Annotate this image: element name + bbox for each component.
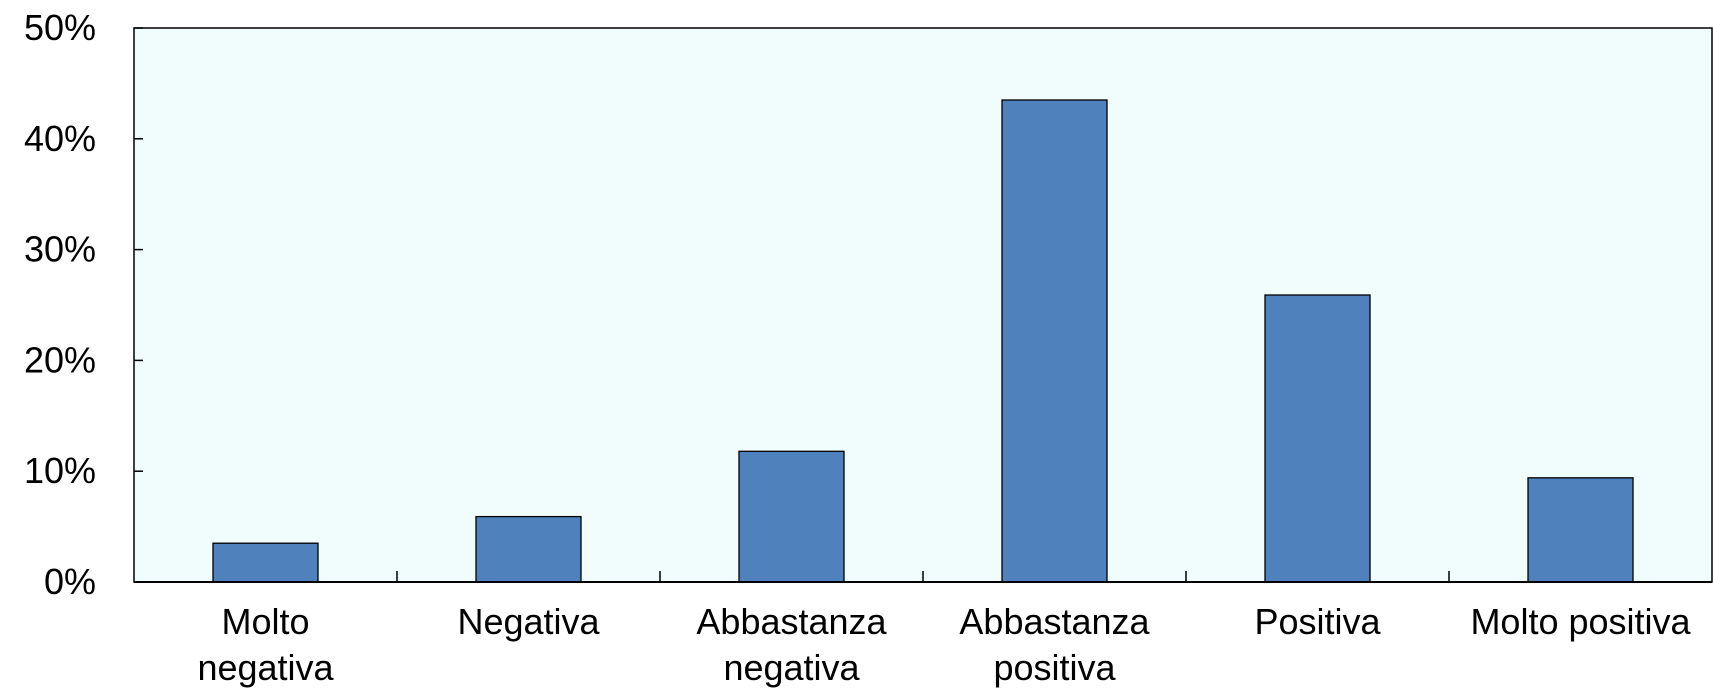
y-tick-label: 30%: [24, 229, 96, 270]
x-tick-label-line: Positiva: [1254, 601, 1381, 642]
x-tick-label: Abbastanza positiva: [959, 601, 1150, 688]
bar-1: [212, 542, 319, 583]
x-tick-label: Molto positiva: [1470, 601, 1691, 642]
x-tick-label-line: Negativa: [457, 601, 600, 642]
y-tick-label: 40%: [24, 118, 96, 159]
bar-6: [1527, 477, 1634, 583]
x-tick-label-line: positiva: [993, 647, 1116, 688]
bar-2: [475, 515, 582, 583]
y-tick-label: 50%: [24, 7, 96, 48]
x-tick-label-line: Molto: [221, 601, 309, 642]
x-tick-label-line: Molto positiva: [1470, 601, 1691, 642]
bar-3: [738, 450, 845, 583]
plot-area: [134, 28, 1712, 582]
x-tick-label-line: negativa: [197, 647, 334, 688]
x-tick-label: Positiva: [1254, 601, 1381, 642]
bar-5: [1264, 294, 1371, 583]
y-axis-ticks: 0% 10% 20% 30% 40% 50%: [24, 7, 143, 602]
x-tick-label-line: Abbastanza: [696, 601, 887, 642]
x-tick-label-line: Abbastanza: [959, 601, 1150, 642]
y-tick-label: 10%: [24, 450, 96, 491]
y-tick-label: 0%: [44, 561, 96, 602]
bar-4: [1001, 99, 1108, 583]
x-tick-label: Abbastanza negativa: [696, 601, 887, 688]
y-tick-label: 20%: [24, 339, 96, 380]
bars-group: [212, 99, 1634, 583]
x-tick-label: Negativa: [457, 601, 600, 642]
x-tick-label-line: negativa: [723, 647, 860, 688]
x-tick-label: Molto negativa: [197, 601, 334, 688]
